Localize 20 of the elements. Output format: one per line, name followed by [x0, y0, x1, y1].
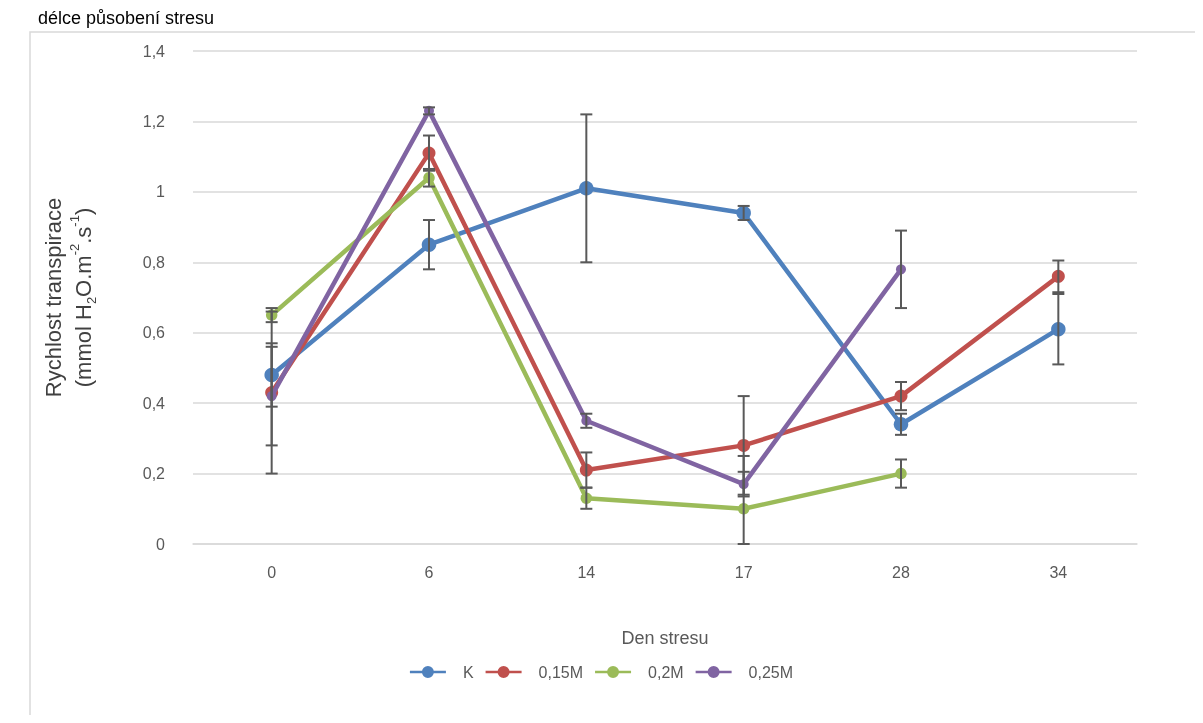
- legend-label: 0,15M: [538, 663, 584, 681]
- y-tick-label: 1,4: [142, 42, 166, 60]
- legend-label: K: [462, 663, 474, 681]
- y-tick-label: 0,4: [142, 394, 166, 412]
- x-tick-label: 28: [892, 563, 910, 581]
- y-tick-label: 1,2: [142, 112, 166, 130]
- x-tick-label: 14: [577, 563, 596, 581]
- y-tick-label: 1: [156, 183, 166, 201]
- text: délce působení stresu: [38, 8, 215, 28]
- x-axis-title: Den stresu: [621, 628, 709, 648]
- legend-label: 0,2M: [648, 663, 684, 681]
- y-tick-label: 0,8: [142, 253, 166, 271]
- x-tick-label: 34: [1049, 563, 1068, 581]
- x-tick-label: 17: [734, 563, 753, 581]
- y-tick-label: 0,6: [142, 324, 166, 342]
- y-tick-label: 0,2: [142, 465, 166, 483]
- legend-label: 0,25M: [748, 663, 794, 681]
- y-tick-label: 0: [156, 535, 166, 553]
- x-tick-label: 0: [267, 563, 277, 581]
- x-tick-label: 6: [424, 563, 434, 581]
